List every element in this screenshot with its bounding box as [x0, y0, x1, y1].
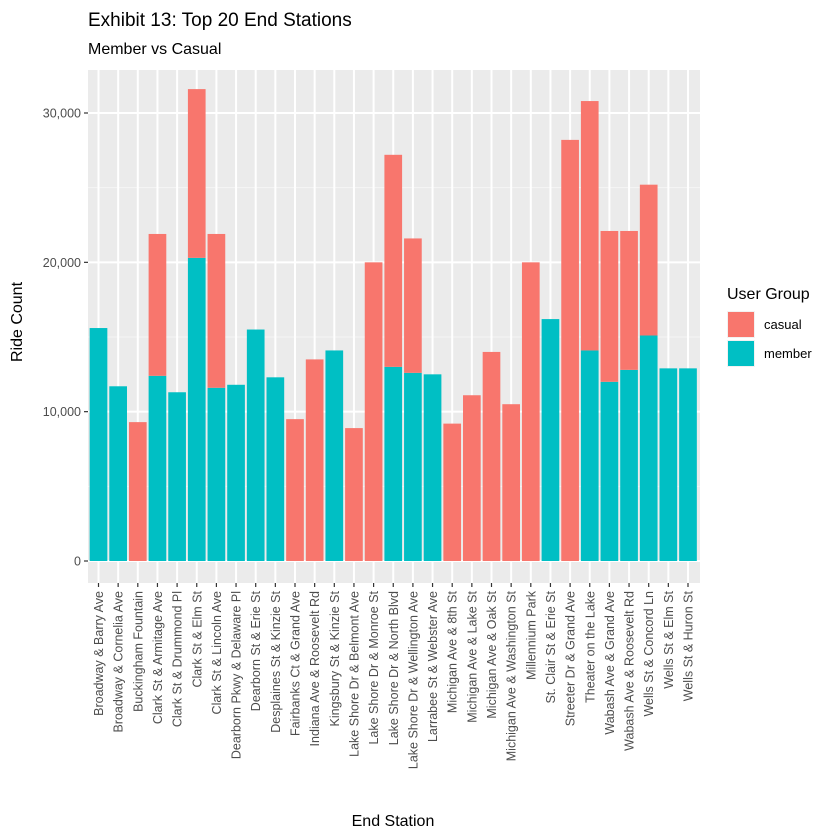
- bar-casual: [463, 395, 481, 561]
- x-tick-label: Broadway & Barry Ave: [92, 591, 106, 716]
- bar-member: [207, 387, 226, 561]
- y-tick-label: 10,000: [43, 405, 81, 419]
- legend-swatch-casual: [728, 312, 754, 337]
- axes: 0 10,000 20,000 30,000 Broadway & Barry Ave B…: [43, 107, 696, 770]
- x-tick-label: Wabash Ave & Grand Ave: [603, 591, 617, 735]
- bar-casual: [364, 262, 383, 561]
- bar-member: [187, 257, 206, 561]
- x-tick-label: St. Clair St & Erie St: [544, 590, 558, 703]
- bar-casual: [148, 233, 167, 376]
- x-tick-label: Michigan Ave & Lake St: [465, 590, 479, 722]
- x-tick-label: Wells St & Concord Ln: [642, 591, 656, 717]
- chart-subtitle: Member vs Casual: [88, 41, 221, 58]
- y-tick-label: 0: [74, 555, 81, 569]
- bar-casual: [305, 359, 324, 561]
- x-tick-label: Kingsbury St & Kinzie St: [328, 590, 342, 726]
- x-tick-label: Larrabee St & Webster Ave: [426, 591, 440, 742]
- bar-member: [404, 372, 422, 561]
- x-tick-label: Streeter Dr & Grand Ave: [564, 591, 578, 726]
- x-tick-label: Clark St & Armitage Ave: [151, 591, 165, 724]
- bar-casual: [521, 262, 540, 561]
- bar-casual: [443, 423, 462, 561]
- bar-member: [639, 335, 658, 561]
- x-tick-label: Theater on the Lake: [583, 591, 597, 703]
- x-tick-label: Wells St & Elm St: [662, 590, 676, 688]
- x-tick-label: Michigan Ave & 8th St: [446, 590, 460, 713]
- bar-casual: [482, 351, 501, 561]
- x-tick-label: Lake Shore Dr & Wellington Ave: [406, 591, 420, 769]
- x-tick-label: Lake Shore Dr & Belmont Ave: [347, 591, 361, 757]
- bar-casual: [580, 101, 599, 351]
- x-tick-label: Desplaines St & Kinzie St: [269, 590, 283, 732]
- y-tick-label: 20,000: [43, 256, 81, 270]
- bars: [89, 89, 697, 561]
- y-axis-title: Ride Count: [9, 281, 26, 362]
- x-tick-label: Lake Shore Dr & Monroe St: [367, 590, 381, 744]
- bar-casual: [207, 233, 226, 388]
- bar-casual: [404, 238, 422, 373]
- x-tick-label: Michigan Ave & Oak St: [485, 590, 499, 718]
- legend-swatch-member: [728, 341, 754, 366]
- bar-member: [246, 329, 265, 561]
- bar-casual: [345, 428, 363, 561]
- bar-casual: [502, 404, 520, 561]
- x-tick-label: Dearborn St & Erie St: [249, 590, 263, 711]
- bar-casual: [600, 230, 619, 382]
- bar-member: [168, 392, 186, 561]
- x-axis-title: End Station: [352, 813, 435, 830]
- x-tick-label: Michigan Ave & Washington St: [505, 590, 519, 761]
- bar-casual: [620, 230, 638, 370]
- bar-member: [266, 377, 285, 561]
- legend-label-member: member: [764, 346, 812, 361]
- bar-casual: [128, 422, 147, 561]
- legend: User Group casual member: [727, 286, 812, 367]
- x-tick-label: Indiana Ave & Roosevelt Rd: [308, 591, 322, 746]
- bar-member: [227, 384, 245, 561]
- bar-casual: [639, 184, 658, 336]
- bar-member: [600, 381, 619, 561]
- y-tick-label: 30,000: [43, 107, 81, 121]
- legend-label-casual: casual: [764, 317, 802, 332]
- legend-title: User Group: [727, 286, 810, 303]
- bar-member: [148, 375, 167, 561]
- bar-member: [325, 350, 344, 561]
- bar-casual: [384, 154, 403, 367]
- x-tick-label: Dearborn Pkwy & Delaware Pl: [230, 591, 244, 759]
- bar-member: [620, 369, 638, 561]
- bar-casual: [187, 89, 206, 258]
- x-tick-label: Wells St & Huron St: [682, 590, 696, 701]
- x-tick-label: Lake Shore Dr & North Blvd: [387, 591, 401, 745]
- bar-member: [580, 350, 599, 561]
- x-tick-label: Wabash Ave & Roosevelt Rd: [623, 591, 637, 751]
- bar-casual: [561, 139, 579, 561]
- bar-member: [541, 319, 560, 561]
- x-tick-label: Clark St & Drummond Pl: [171, 591, 185, 727]
- x-tick-label: Buckingham Fountain: [131, 591, 145, 712]
- x-tick-label: Millennium Park: [524, 590, 538, 680]
- x-tick-label: Clark St & Lincoln Ave: [210, 591, 224, 714]
- bar-member: [384, 366, 403, 561]
- chart-title: Exhibit 13: Top 20 End Stations: [88, 10, 352, 31]
- bar-member: [423, 374, 442, 561]
- x-tick-label: Clark St & Elm St: [190, 590, 204, 687]
- bar-casual: [286, 419, 304, 561]
- bar-member: [679, 368, 697, 561]
- bar-member: [109, 386, 127, 561]
- bar-member: [89, 328, 108, 561]
- bar-member: [659, 368, 678, 561]
- x-tick-label: Fairbanks Ct & Grand Ave: [289, 591, 303, 736]
- x-tick-label: Broadway & Cornelia Ave: [112, 591, 126, 733]
